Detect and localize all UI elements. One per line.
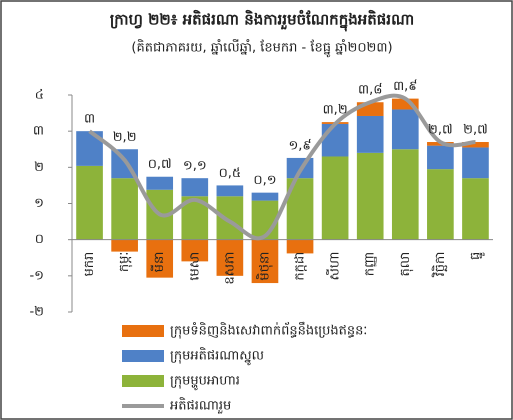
y-tick-label: -២ bbox=[29, 305, 44, 320]
bar-segment bbox=[391, 98, 419, 110]
legend-swatch bbox=[122, 375, 164, 387]
bar-segment bbox=[216, 196, 244, 240]
bar-segment bbox=[251, 192, 279, 201]
x-tick-label: កុម្ភៈ bbox=[117, 252, 133, 272]
chart-subtitle: (គិតជាភាគរយ, ឆ្នាំលើឆ្នាំ, ខែមករា - ខែធ្… bbox=[131, 39, 392, 58]
y-tick-label: ២ bbox=[34, 160, 44, 175]
bar-segment bbox=[391, 149, 419, 240]
bar-segment bbox=[111, 178, 138, 240]
x-tick-label: តុលា bbox=[398, 252, 414, 277]
bar-segment bbox=[391, 109, 419, 150]
y-tick-label: ៤ bbox=[35, 88, 44, 103]
data-label: ០,៥ bbox=[219, 166, 242, 181]
legend-swatch bbox=[122, 350, 164, 362]
bar-segment bbox=[286, 239, 314, 254]
legend-label: អតិផរណារួម bbox=[170, 397, 231, 415]
bar-segment bbox=[146, 176, 174, 190]
bar-segment bbox=[462, 147, 489, 179]
x-tick-label: កញ្ញា bbox=[363, 252, 378, 277]
bar-segment bbox=[216, 239, 244, 276]
x-tick-label: ធ្នូ bbox=[468, 252, 485, 260]
legend-swatch bbox=[122, 325, 164, 337]
line-series bbox=[88, 93, 476, 241]
data-label: ៣ bbox=[84, 112, 95, 127]
bar-segment bbox=[146, 239, 174, 278]
bar-segment bbox=[181, 178, 209, 197]
data-label: ២,៧ bbox=[463, 123, 488, 138]
bar-segment bbox=[251, 239, 279, 284]
y-tick-label: -១ bbox=[29, 268, 44, 283]
x-tick-label: សីហា bbox=[326, 252, 343, 281]
data-label: ៣,៨ bbox=[358, 83, 382, 98]
data-label: ៣,៩ bbox=[393, 79, 417, 94]
x-tick-label: មិថុនា bbox=[255, 252, 273, 281]
bar-segment bbox=[251, 200, 279, 240]
legend-label: ក្រុមអតិផរណាស្នូល bbox=[170, 347, 264, 366]
x-tick-label: មករា bbox=[82, 252, 97, 277]
x-tick-label: វិច្ឆិកា bbox=[431, 252, 448, 278]
bar-segment bbox=[356, 152, 384, 240]
y-tick-label: ៣ bbox=[33, 124, 44, 139]
bar-segment bbox=[356, 115, 384, 153]
data-label: ០,៧ bbox=[148, 157, 172, 172]
bar-segment bbox=[321, 156, 349, 240]
bar-segment bbox=[111, 239, 138, 252]
bar-segment bbox=[181, 239, 209, 262]
legend-label: ក្រុមម្ហូបអាហារ bbox=[170, 374, 240, 391]
bar-segment bbox=[462, 178, 489, 240]
x-tick-label: កក្កដា bbox=[293, 252, 308, 281]
bar-segment bbox=[321, 123, 349, 157]
data-label: ៣,២ bbox=[323, 103, 348, 118]
bar-segment bbox=[427, 145, 454, 170]
bar-segment bbox=[76, 165, 103, 240]
y-tick-label: ០ bbox=[35, 232, 44, 247]
x-tick-label: មីនា bbox=[150, 252, 167, 273]
chart-title: ក្រាហ្វ ២២៖ អតិផរណា និងការរួមចំណែកក្នុងអ… bbox=[110, 10, 414, 32]
bar-segment bbox=[462, 142, 489, 148]
data-label: ២,២ bbox=[113, 130, 137, 145]
data-label: ២,៧ bbox=[428, 123, 453, 138]
data-label: ១,៩ bbox=[288, 138, 311, 153]
x-tick-label: មេសា bbox=[187, 252, 202, 281]
x-tick-label: ឧសភា bbox=[222, 252, 237, 285]
bar-segment bbox=[216, 185, 244, 197]
legend-label: ក្រុមទំនិញនិងសេវាពាក់ព័ន្ធនឹងប្រេងឥន្ធនៈ bbox=[170, 322, 367, 340]
y-tick-label: ១ bbox=[34, 196, 44, 211]
bar-segment bbox=[427, 169, 454, 240]
data-label: ០,១ bbox=[253, 173, 276, 188]
data-label: ១,១ bbox=[183, 159, 207, 174]
